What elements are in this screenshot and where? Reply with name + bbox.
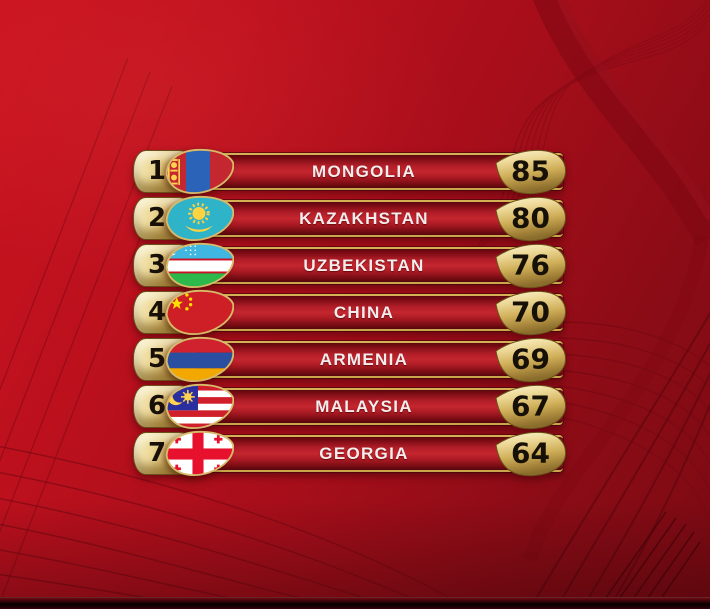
- rank-number: 2: [147, 202, 167, 233]
- mongolia-flag-icon: [162, 147, 234, 197]
- country-name: KAZAKHSTAN: [299, 208, 429, 228]
- gold-leaf-shape: [495, 196, 567, 242]
- score-badge: 80: [494, 196, 567, 242]
- score-value: 70: [511, 295, 550, 329]
- country-name: MALAYSIA: [315, 396, 413, 416]
- malaysia-flag-icon: [162, 382, 234, 432]
- country-name: GEORGIA: [319, 443, 409, 463]
- score-value: 85: [511, 154, 550, 188]
- gold-leaf-shape: [495, 337, 567, 383]
- gold-leaf-shape: [495, 431, 567, 477]
- kazakhstan-flag-icon: [162, 194, 234, 244]
- leaderboard-row: GEORGIA 64 7: [133, 430, 567, 477]
- score-badge: 64: [494, 431, 567, 477]
- score-badge: 70: [494, 290, 567, 336]
- rank-number: 4: [147, 296, 167, 327]
- leaderboard-row: ARMENIA 69 5: [133, 336, 567, 383]
- gold-leaf-shape: [495, 243, 567, 289]
- score-value: 69: [511, 342, 550, 376]
- rank-number: 5: [147, 343, 167, 374]
- uzbekistan-flag-icon: [162, 241, 234, 291]
- country-name: UZBEKISTAN: [303, 255, 425, 275]
- country-name: MONGOLIA: [312, 161, 416, 181]
- score-value: 80: [511, 201, 550, 235]
- rank-number: 1: [147, 155, 167, 186]
- georgia-flag-icon: [162, 429, 234, 479]
- gold-leaf-shape: [495, 384, 567, 430]
- score-badge: 76: [494, 243, 567, 289]
- gold-leaf-shape: [495, 149, 567, 195]
- leaderboard-row: MONGOLIA 85 1: [133, 148, 567, 195]
- country-name: ARMENIA: [319, 349, 409, 369]
- rank-number: 6: [147, 390, 167, 421]
- score-value: 67: [511, 389, 550, 423]
- rank-number: 7: [147, 437, 167, 468]
- leaderboard-row: KAZAKHSTAN 80 2: [133, 195, 567, 242]
- leaderboard-row: CHINA 70 4: [133, 289, 567, 336]
- score-badge: 67: [494, 384, 567, 430]
- leaderboard-row: UZBEKISTAN 76 3: [133, 242, 567, 289]
- score-badge: 69: [494, 337, 567, 383]
- china-flag-icon: [162, 288, 234, 338]
- country-name: CHINA: [333, 302, 395, 322]
- leaderboard-row: MALAYSIA 67 6: [133, 383, 567, 430]
- gold-leaf-shape: [495, 290, 567, 336]
- bottom-bar: [0, 597, 710, 609]
- armenia-flag-icon: [162, 335, 234, 385]
- score-value: 76: [511, 248, 550, 282]
- score-badge: 85: [494, 149, 567, 195]
- rank-number: 3: [147, 249, 167, 280]
- score-value: 64: [511, 436, 550, 470]
